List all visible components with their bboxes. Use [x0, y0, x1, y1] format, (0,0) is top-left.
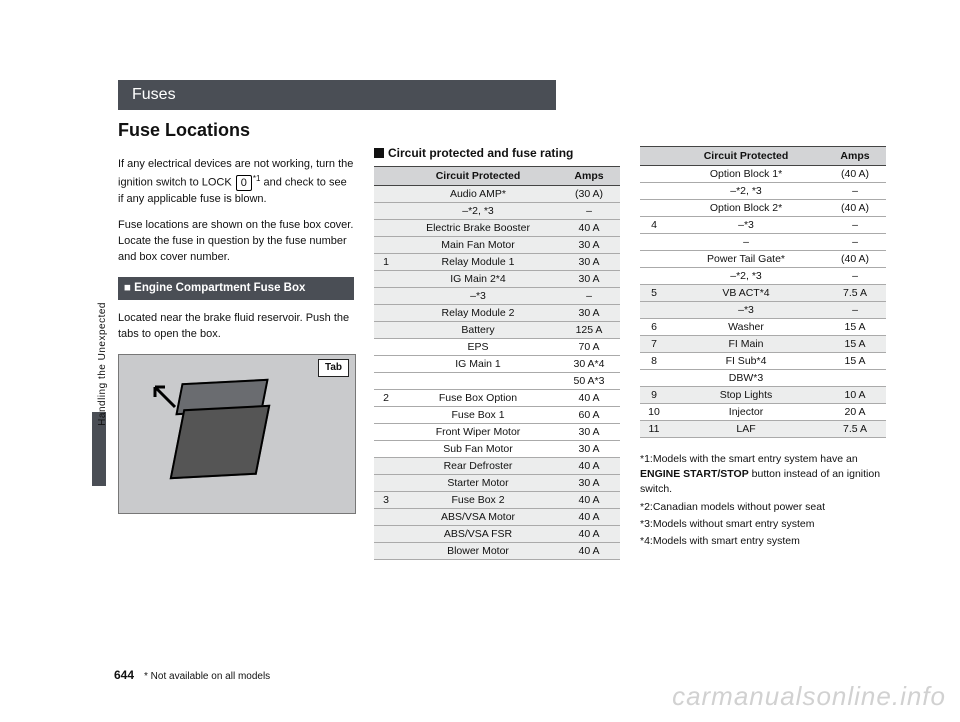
footnote-line: *2:Canadian models without power seat — [640, 500, 886, 515]
table-row: Sub Fan Motor30 A — [374, 441, 620, 458]
table-row: Front Wiper Motor30 A — [374, 424, 620, 441]
page-number: 644 — [114, 668, 134, 682]
table-subhead: Circuit protected and fuse rating — [374, 146, 620, 160]
intro-p2: Fuse locations are shown on the fuse box… — [118, 218, 354, 266]
table-row: 8FI Sub*415 A — [640, 353, 886, 370]
table-row: Option Block 1*(40 A) — [640, 166, 886, 183]
fuse-table-1: Circuit ProtectedAmps Audio AMP*(30 A)–*… — [374, 166, 620, 560]
open-arrow-icon — [141, 373, 181, 413]
table-row: ABS/VSA FSR40 A — [374, 526, 620, 543]
intro-p3: Located near the brake fluid reservoir. … — [118, 311, 354, 343]
engine-box-label: ■ Engine Compartment Fuse Box — [118, 277, 354, 300]
col-header-amps-2: Amps — [824, 147, 886, 166]
fuse-table-right: Circuit ProtectedAmps Option Block 1*(40… — [640, 146, 886, 551]
table-row: –*2, *3– — [374, 203, 620, 220]
table-row: 11LAF7.5 A — [640, 421, 886, 438]
table-row: –– — [640, 234, 886, 251]
table-row: 6Washer15 A — [640, 319, 886, 336]
footnote-line: *4:Models with smart entry system — [640, 534, 886, 549]
footnote-line: *1:Models with the smart entry system ha… — [640, 452, 886, 498]
table-row: 2Fuse Box Option40 A — [374, 390, 620, 407]
col-header-amps: Amps — [558, 167, 620, 186]
table-row: 7FI Main15 A — [640, 336, 886, 353]
side-chapter-label: Handling the Unexpected — [97, 302, 108, 426]
table-row: Main Fan Motor30 A — [374, 237, 620, 254]
fuse-table-left: Circuit protected and fuse rating Circui… — [374, 146, 620, 560]
table-row: –*2, *3– — [640, 268, 886, 285]
table-row: Blower Motor40 A — [374, 543, 620, 560]
footnote-line: *3:Models without smart entry system — [640, 517, 886, 532]
table-row: Starter Motor30 A — [374, 475, 620, 492]
table-row: –*3– — [374, 288, 620, 305]
table-row: Electric Brake Booster40 A — [374, 220, 620, 237]
table-row: 1Relay Module 130 A — [374, 254, 620, 271]
intro-column: If any electrical devices are not workin… — [118, 146, 354, 514]
section-header: Fuses — [118, 80, 556, 110]
table-row: 10Injector20 A — [640, 404, 886, 421]
watermark: carmanualsonline.info — [672, 681, 946, 712]
col-header-circuit-2: Circuit Protected — [668, 147, 824, 166]
illustration-tab-label: Tab — [318, 359, 349, 378]
table-row: Audio AMP*(30 A) — [374, 186, 620, 203]
table-row: IG Main 2*430 A — [374, 271, 620, 288]
table-row: IG Main 130 A*4 — [374, 356, 620, 373]
table-row: –*2, *3– — [640, 183, 886, 200]
col-header-circuit: Circuit Protected — [398, 167, 558, 186]
table-row: Option Block 2*(40 A) — [640, 200, 886, 217]
table-row: ABS/VSA Motor40 A — [374, 509, 620, 526]
fuse-box-illustration: Tab — [118, 354, 356, 514]
fuse-table-2: Circuit ProtectedAmps Option Block 1*(40… — [640, 146, 886, 438]
table-row: 3Fuse Box 240 A — [374, 492, 620, 509]
table-row: –*3– — [640, 302, 886, 319]
manual-page: { "section": "Fuses", "title": "Fuse Loc… — [0, 0, 960, 722]
intro-p1: If any electrical devices are not workin… — [118, 157, 354, 207]
table-row: EPS70 A — [374, 339, 620, 356]
section-title: Fuses — [132, 86, 176, 104]
footnote-block: *1:Models with the smart entry system ha… — [640, 452, 886, 549]
table-row: Relay Module 230 A — [374, 305, 620, 322]
fuse-box-icon — [170, 405, 271, 479]
table-row: 9Stop Lights10 A — [640, 387, 886, 404]
table-row: 4–*3– — [640, 217, 886, 234]
table-row: Power Tail Gate*(40 A) — [640, 251, 886, 268]
table-row: Battery125 A — [374, 322, 620, 339]
table-row: DBW*3 — [640, 370, 886, 387]
lock-key-icon: 0 — [236, 175, 252, 191]
page-title: Fuse Locations — [118, 120, 250, 141]
table-row: 5VB ACT*47.5 A — [640, 285, 886, 302]
table-row: Fuse Box 160 A — [374, 407, 620, 424]
table-row: 50 A*3 — [374, 373, 620, 390]
table-row: Rear Defroster40 A — [374, 458, 620, 475]
bottom-footnote: * Not available on all models — [144, 671, 270, 682]
square-bullet-icon — [374, 148, 384, 158]
